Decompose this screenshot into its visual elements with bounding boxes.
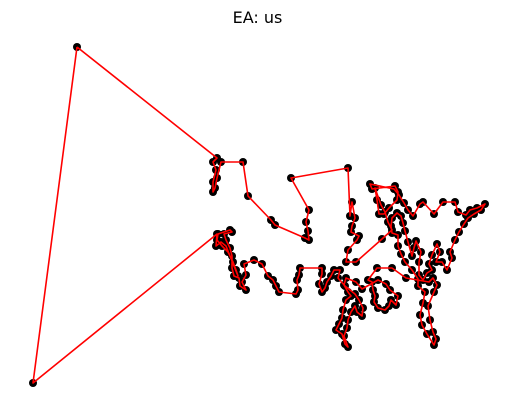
- chart-title: EA: us: [232, 8, 283, 27]
- city-points: [29, 43, 489, 387]
- tour-path: [32, 46, 486, 384]
